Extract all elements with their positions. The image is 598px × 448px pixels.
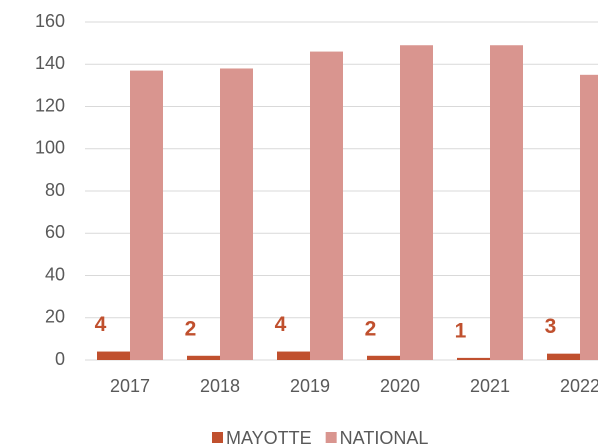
bar	[547, 353, 580, 360]
bar	[130, 70, 163, 361]
y-tick-label: 0	[55, 349, 65, 369]
bar	[220, 68, 253, 360]
y-tick-label: 120	[35, 95, 65, 115]
data-label: 4	[95, 313, 107, 336]
x-tick-label: 2021	[470, 376, 510, 396]
data-label: 2	[365, 317, 377, 340]
y-tick-label: 160	[35, 11, 65, 31]
x-tick-label: 2022	[560, 376, 598, 396]
y-tick-label: 100	[35, 138, 65, 158]
y-tick-label: 60	[45, 222, 65, 242]
bar	[187, 355, 220, 360]
x-tick-label: 2018	[200, 376, 240, 396]
legend-label: NATIONAL	[340, 428, 429, 448]
y-tick-label: 40	[45, 264, 65, 284]
legend-swatch	[325, 432, 337, 443]
y-tick-label: 140	[35, 53, 65, 73]
x-tick-label: 2017	[110, 376, 150, 396]
data-label: 4	[275, 313, 287, 336]
bar	[490, 45, 523, 361]
y-tick-label: 20	[45, 307, 65, 327]
data-label: 2	[185, 317, 197, 340]
bar	[310, 51, 343, 360]
x-tick-label: 2019	[290, 376, 330, 396]
bar	[580, 74, 598, 360]
bar	[97, 351, 130, 360]
x-tick-label: 2020	[380, 376, 420, 396]
bar	[400, 45, 433, 361]
bar	[277, 351, 310, 360]
legend-label: MAYOTTE	[226, 428, 312, 448]
data-label: 1	[455, 319, 467, 342]
y-tick-label: 80	[45, 180, 65, 200]
bar	[457, 357, 490, 360]
data-label: 3	[545, 315, 557, 338]
legend-swatch	[212, 432, 223, 443]
bar	[367, 355, 400, 360]
